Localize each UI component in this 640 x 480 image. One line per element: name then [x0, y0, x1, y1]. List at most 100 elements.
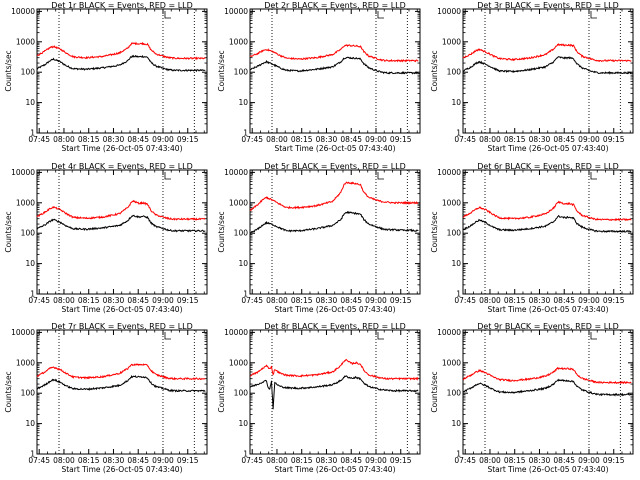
y-tick-label: 10000 — [224, 328, 248, 337]
detector-panel-1: Det 1r BLACK = Events, RED = LLD 1 10 100 10… — [4, 1, 208, 153]
x-axis-label: Start Time (26-Oct-05 07:43:40) — [61, 465, 182, 474]
x-tick-label: 09:00 — [365, 135, 387, 144]
detector-panel-8: Det 8r BLACK = Events, RED = LLD 1 10 100 10… — [217, 322, 421, 474]
y-tick-label: 10000 — [11, 168, 35, 177]
panel-title: Det 6r BLACK = Events, RED = LLD — [477, 162, 619, 171]
series-line-lld — [36, 199, 206, 221]
y-tick-label: 10000 — [437, 7, 461, 16]
x-tick-label: 08:00 — [266, 456, 288, 465]
y-tick-label: 100 — [234, 389, 249, 398]
series-line-lld — [36, 41, 206, 61]
y-tick-label: 100 — [21, 389, 36, 398]
y-tick-label: 100 — [447, 68, 462, 77]
x-tick-label: 09:00 — [578, 135, 600, 144]
x-axis-label: Start Time (26-Oct-05 07:43:40) — [487, 144, 608, 153]
y-tick-label: 10000 — [11, 7, 35, 16]
y-tick-label: 1000 — [229, 37, 248, 46]
y-tick-label: 10 — [25, 419, 35, 428]
x-tick-label: 08:45 — [127, 296, 149, 305]
y-axis-label: Counts/sec — [217, 211, 226, 252]
series-line-events — [462, 378, 632, 397]
x-tick-label: 08:15 — [78, 135, 100, 144]
x-tick-label: 08:30 — [529, 135, 551, 144]
y-tick-label: 1000 — [16, 358, 35, 367]
x-tick-label: 08:00 — [479, 456, 501, 465]
panel-title: Det 5r BLACK = Events, RED = LLD — [264, 162, 406, 171]
x-tick-label: 08:15 — [291, 135, 313, 144]
x-tick-label: 09:15 — [603, 456, 625, 465]
y-tick-label: 1 — [243, 450, 248, 459]
y-tick-label: 100 — [234, 229, 249, 238]
x-tick-label: 09:15 — [390, 296, 412, 305]
x-axis-label: Start Time (26-Oct-05 07:43:40) — [274, 465, 395, 474]
x-tick-label: 07:45 — [241, 135, 263, 144]
x-axis-label: Start Time (26-Oct-05 07:43:40) — [61, 144, 182, 153]
y-tick-label: 1000 — [16, 198, 35, 207]
x-tick-label: 08:00 — [479, 296, 501, 305]
x-tick-label: 08:30 — [529, 296, 551, 305]
x-axis-label: Start Time (26-Oct-05 07:43:40) — [274, 144, 395, 153]
x-tick-label: 07:45 — [28, 296, 50, 305]
x-tick-label: 08:00 — [53, 135, 75, 144]
x-tick-label: 09:15 — [603, 135, 625, 144]
y-axis-label: Counts/sec — [430, 371, 439, 412]
y-tick-label: 1000 — [229, 198, 248, 207]
detector-panel-2: Det 2r BLACK = Events, RED = LLD 1 10 100 10… — [217, 1, 421, 153]
x-tick-label: 09:15 — [177, 456, 199, 465]
series-line-lld — [249, 44, 419, 63]
x-tick-label: 08:15 — [78, 296, 100, 305]
x-tick-label: 08:45 — [127, 456, 149, 465]
x-tick-label: 08:45 — [553, 135, 575, 144]
series-line-events — [36, 374, 206, 393]
x-tick-label: 09:15 — [390, 456, 412, 465]
x-tick-label: 07:45 — [28, 135, 50, 144]
y-axis-label: Counts/sec — [430, 50, 439, 91]
x-tick-label: 08:00 — [266, 135, 288, 144]
x-tick-label: 08:45 — [340, 456, 362, 465]
y-tick-label: 10000 — [224, 7, 248, 16]
x-tick-label: 08:30 — [103, 135, 125, 144]
marker-bracket — [590, 172, 597, 180]
y-axis-label: Counts/sec — [4, 371, 13, 412]
x-tick-label: 08:15 — [504, 135, 526, 144]
x-axis-label: Start Time (26-Oct-05 07:43:40) — [487, 465, 608, 474]
panel-title: Det 4r BLACK = Events, RED = LLD — [51, 162, 193, 171]
x-tick-label: 08:45 — [553, 296, 575, 305]
x-tick-label: 07:45 — [454, 135, 476, 144]
y-tick-label: 1000 — [442, 198, 461, 207]
y-tick-label: 10 — [25, 98, 35, 107]
detector-panel-7: Det 7r BLACK = Events, RED = LLD 1 10 100 10… — [4, 322, 208, 474]
y-tick-label: 1000 — [16, 37, 35, 46]
marker-bracket — [377, 172, 384, 180]
y-tick-label: 10000 — [437, 168, 461, 177]
panel-title: Det 9r BLACK = Events, RED = LLD — [477, 322, 619, 331]
y-tick-label: 10000 — [437, 328, 461, 337]
detector-panel-5: Det 5r BLACK = Events, RED = LLD 1 10 100 10… — [217, 162, 421, 314]
y-tick-label: 10 — [238, 98, 248, 107]
detector-panel-4: Det 4r BLACK = Events, RED = LLD 1 10 100 10… — [4, 162, 208, 314]
y-tick-label: 10 — [451, 259, 461, 268]
x-tick-label: 09:15 — [603, 296, 625, 305]
marker-bracket — [590, 11, 597, 19]
series-line-events — [36, 214, 206, 233]
y-tick-label: 100 — [447, 229, 462, 238]
y-axis-label: Counts/sec — [4, 50, 13, 91]
y-tick-label: 1 — [243, 290, 248, 299]
marker-bracket — [377, 11, 384, 19]
x-tick-label: 08:45 — [127, 135, 149, 144]
y-tick-label: 1000 — [442, 358, 461, 367]
panel-title: Det 7r BLACK = Events, RED = LLD — [51, 322, 193, 331]
x-tick-label: 09:00 — [365, 296, 387, 305]
x-tick-label: 09:00 — [578, 456, 600, 465]
panels-grid: Det 1r BLACK = Events, RED = LLD11010010… — [4, 1, 634, 474]
x-tick-label: 09:00 — [578, 296, 600, 305]
y-tick-label: 10 — [238, 419, 248, 428]
panel-title: Det 3r BLACK = Events, RED = LLD — [477, 1, 619, 10]
x-tick-label: 08:00 — [53, 296, 75, 305]
series-line-events — [462, 56, 632, 75]
x-tick-label: 08:15 — [78, 456, 100, 465]
x-tick-label: 08:30 — [103, 296, 125, 305]
x-tick-label: 08:45 — [553, 456, 575, 465]
